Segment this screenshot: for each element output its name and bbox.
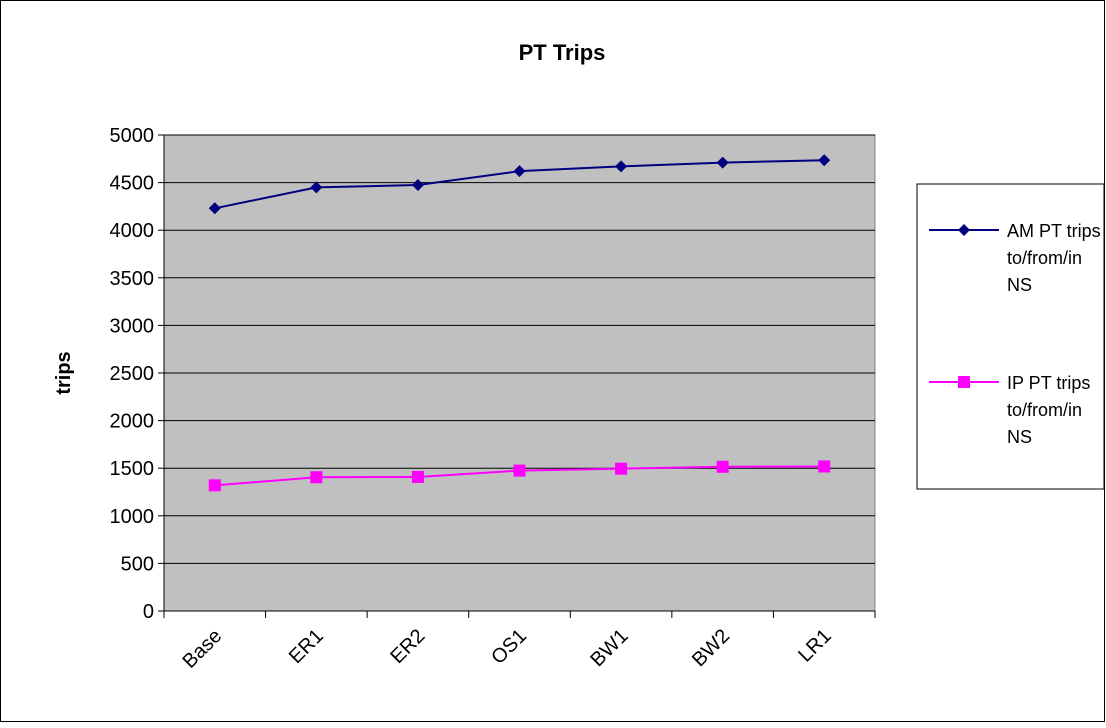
y-tick-label: 1500 (110, 458, 155, 480)
legend-label-ip-line3: NS (1007, 427, 1032, 447)
data-point (513, 464, 526, 477)
y-tick-label: 2500 (110, 363, 155, 385)
data-point (716, 460, 729, 473)
data-point (411, 178, 424, 191)
data-point (310, 181, 323, 194)
y-tick-label: 3500 (110, 268, 155, 290)
legend: AM PT trips to/from/in NS IP PT trips to… (916, 183, 1105, 490)
y-tick-label: 1000 (110, 506, 155, 528)
data-point (208, 202, 221, 215)
data-point (513, 165, 526, 178)
y-tick-label: 3000 (110, 315, 155, 337)
legend-label-am-line3: NS (1007, 275, 1032, 295)
legend-label-am-line1: AM PT trips (1007, 221, 1101, 241)
legend-label-ip-line2: to/from/in (1007, 400, 1082, 420)
legend-marker-am (958, 224, 970, 236)
y-tick-label: 5000 (110, 125, 155, 147)
data-point (716, 156, 729, 169)
data-point (615, 160, 628, 173)
y-tick-label: 4500 (110, 173, 155, 195)
legend-label-ip-line1: IP PT trips (1007, 373, 1090, 393)
y-tick-label: 0 (143, 601, 154, 623)
y-tick-label: 4000 (110, 220, 155, 242)
y-tick-label: 2000 (110, 411, 155, 433)
legend-label-am-line2: to/from/in (1007, 248, 1082, 268)
data-point (615, 462, 628, 475)
y-axis: 0 500 1000 1500 2000 2500 3000 3500 4000 4500 5000 (110, 125, 165, 623)
data-point (208, 479, 221, 492)
legend-box (916, 183, 1105, 490)
chart-title: PT Trips (519, 40, 606, 65)
data-point (411, 470, 424, 483)
data-point (818, 460, 831, 473)
legend-marker-ip (958, 376, 970, 388)
data-point (310, 471, 323, 484)
series-layer (208, 154, 831, 492)
y-axis-label: trips (53, 351, 75, 394)
data-point (818, 154, 831, 167)
y-tick-label: 500 (121, 553, 154, 575)
